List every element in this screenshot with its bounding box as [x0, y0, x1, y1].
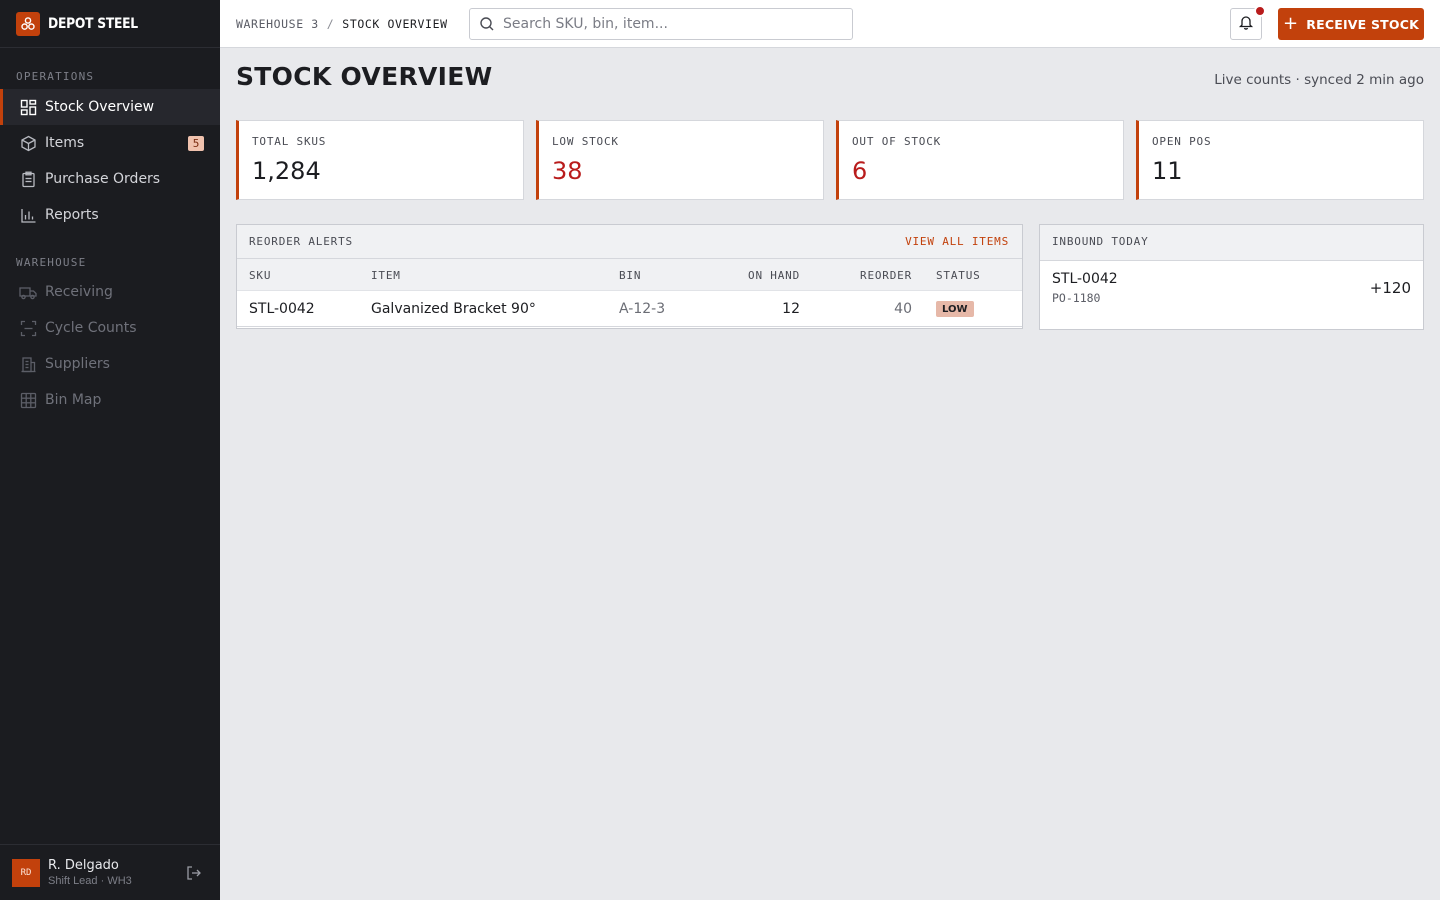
sidebar-item-label: Suppliers — [45, 356, 110, 372]
panel-header: REORDER ALERTS VIEW ALL ITEMS — [237, 225, 1022, 259]
sidebar-item-label: Bin Map — [45, 392, 102, 408]
sidebar-item-label: Receiving — [45, 284, 113, 300]
breadcrumb-separator: / — [326, 16, 335, 31]
sync-status: Live counts · synced 2 min ago — [1214, 72, 1424, 88]
stat-card-open-pos[interactable]: OPEN POS 11 — [1136, 120, 1424, 200]
reorder-alerts-panel: REORDER ALERTS VIEW ALL ITEMS SKU ITEM B… — [236, 224, 1023, 329]
sidebar-item-label: Stock Overview — [45, 99, 155, 115]
brand-name: DEPOT STEEL — [48, 15, 138, 32]
stat-value: 6 — [852, 157, 868, 185]
breadcrumb: WAREHOUSE 3 / STOCK OVERVIEW — [236, 17, 448, 31]
column-header-item[interactable]: ITEM — [371, 269, 401, 282]
search-input[interactable] — [503, 16, 843, 32]
stat-value: 38 — [552, 157, 583, 185]
user-profile[interactable]: RD R. Delgado Shift Lead · WH3 — [0, 844, 220, 900]
inbound-today-panel: INBOUND TODAY STL-0042 PO-1180 +120 — [1039, 224, 1424, 330]
inbound-sku: STL-0042 — [1052, 271, 1118, 287]
column-header-reorder[interactable]: REORDER — [860, 269, 912, 282]
bell-icon — [1238, 14, 1254, 35]
truck-icon — [19, 283, 37, 301]
sidebar-item-receiving[interactable]: Receiving — [0, 274, 220, 310]
stat-value: 11 — [1152, 157, 1183, 185]
view-all-items-link[interactable]: VIEW ALL ITEMS — [905, 235, 1009, 248]
stat-card-total-skus[interactable]: TOTAL SKUS 1,284 — [236, 120, 524, 200]
panel-title: INBOUND TODAY — [1052, 235, 1149, 248]
table-header: SKU ITEM BIN ON HAND REORDER STATUS — [237, 259, 1022, 291]
sidebar-item-label: Reports — [45, 207, 99, 223]
stat-label: LOW STOCK — [552, 135, 619, 148]
sidebar-item-bin-map[interactable]: Bin Map — [0, 382, 220, 418]
sidebar-item-label: Purchase Orders — [45, 171, 161, 187]
stat-label: TOTAL SKUS — [252, 135, 327, 148]
cell-reorder: 40 — [894, 301, 912, 317]
receive-stock-label: RECEIVE STOCK — [1306, 16, 1419, 32]
stat-card-out-of-stock[interactable]: OUT OF STOCK 6 — [836, 120, 1124, 200]
column-header-bin[interactable]: BIN — [619, 269, 642, 282]
column-header-sku[interactable]: SKU — [249, 269, 272, 282]
scan-icon — [19, 319, 37, 337]
sidebar-item-label: Cycle Counts — [45, 320, 137, 336]
inbound-quantity: +120 — [1369, 279, 1411, 297]
sidebar-item-reports[interactable]: Reports — [0, 197, 220, 233]
user-name: R. Delgado — [48, 858, 119, 873]
grid-icon — [19, 391, 37, 409]
table-row[interactable]: STL-0042 Galvanized Bracket 90° A-12-3 1… — [237, 291, 1022, 327]
sidebar-item-items[interactable]: Items 5 — [0, 125, 220, 161]
stat-label: OUT OF STOCK — [852, 135, 942, 148]
panel-title: REORDER ALERTS — [249, 235, 353, 248]
sidebar-item-suppliers[interactable]: Suppliers — [0, 346, 220, 382]
clipboard-icon — [19, 170, 37, 188]
notification-dot — [1254, 5, 1266, 17]
building-icon — [19, 355, 37, 373]
bar-chart-icon — [19, 206, 37, 224]
page-title: STOCK OVERVIEW — [236, 62, 493, 91]
nav-section-operations: OPERATIONS — [16, 70, 95, 83]
breadcrumb-current-page: STOCK OVERVIEW — [342, 16, 448, 31]
sidebar-item-label: Items — [45, 135, 85, 151]
logout-icon[interactable] — [186, 865, 202, 881]
items-count-badge: 5 — [188, 136, 204, 151]
box-icon — [19, 134, 37, 152]
user-role: Shift Lead · WH3 — [48, 875, 132, 887]
avatar: RD — [12, 858, 40, 887]
sidebar-item-purchase-orders[interactable]: Purchase Orders — [0, 161, 220, 197]
column-header-status[interactable]: STATUS — [936, 269, 981, 282]
cell-item: Galvanized Bracket 90° — [371, 301, 536, 317]
cell-sku: STL-0042 — [249, 301, 315, 317]
warehouse-logo-icon — [16, 11, 40, 36]
plus-icon: + — [1282, 13, 1299, 34]
sidebar: DEPOT STEEL OPERATIONS Stock Overview It… — [0, 0, 220, 900]
notifications-button[interactable] — [1230, 5, 1266, 40]
list-item[interactable]: STL-0042 PO-1180 +120 — [1040, 261, 1423, 329]
brand[interactable]: DEPOT STEEL — [0, 0, 220, 48]
dashboard-icon — [19, 98, 37, 116]
inbound-po-number: PO-1180 — [1052, 291, 1101, 305]
stat-value: 1,284 — [252, 157, 321, 185]
column-header-on-hand[interactable]: ON HAND — [748, 269, 800, 282]
nav-section-warehouse: WAREHOUSE — [16, 256, 87, 269]
sidebar-item-cycle-counts[interactable]: Cycle Counts — [0, 310, 220, 346]
breadcrumb-warehouse[interactable]: WAREHOUSE 3 — [236, 16, 319, 31]
cell-on-hand: 12 — [782, 301, 800, 317]
panel-header: INBOUND TODAY — [1040, 225, 1423, 261]
sidebar-item-stock-overview[interactable]: Stock Overview — [0, 89, 220, 125]
search-box[interactable] — [469, 8, 853, 40]
top-bar: WAREHOUSE 3 / STOCK OVERVIEW + RECEIVE S… — [220, 0, 1440, 48]
search-icon — [479, 16, 495, 32]
stat-label: OPEN POS — [1152, 135, 1212, 148]
cell-bin: A-12-3 — [619, 301, 666, 317]
stat-card-low-stock[interactable]: LOW STOCK 38 — [536, 120, 824, 200]
receive-stock-button[interactable]: + RECEIVE STOCK — [1278, 8, 1424, 40]
status-badge: LOW — [936, 301, 974, 317]
